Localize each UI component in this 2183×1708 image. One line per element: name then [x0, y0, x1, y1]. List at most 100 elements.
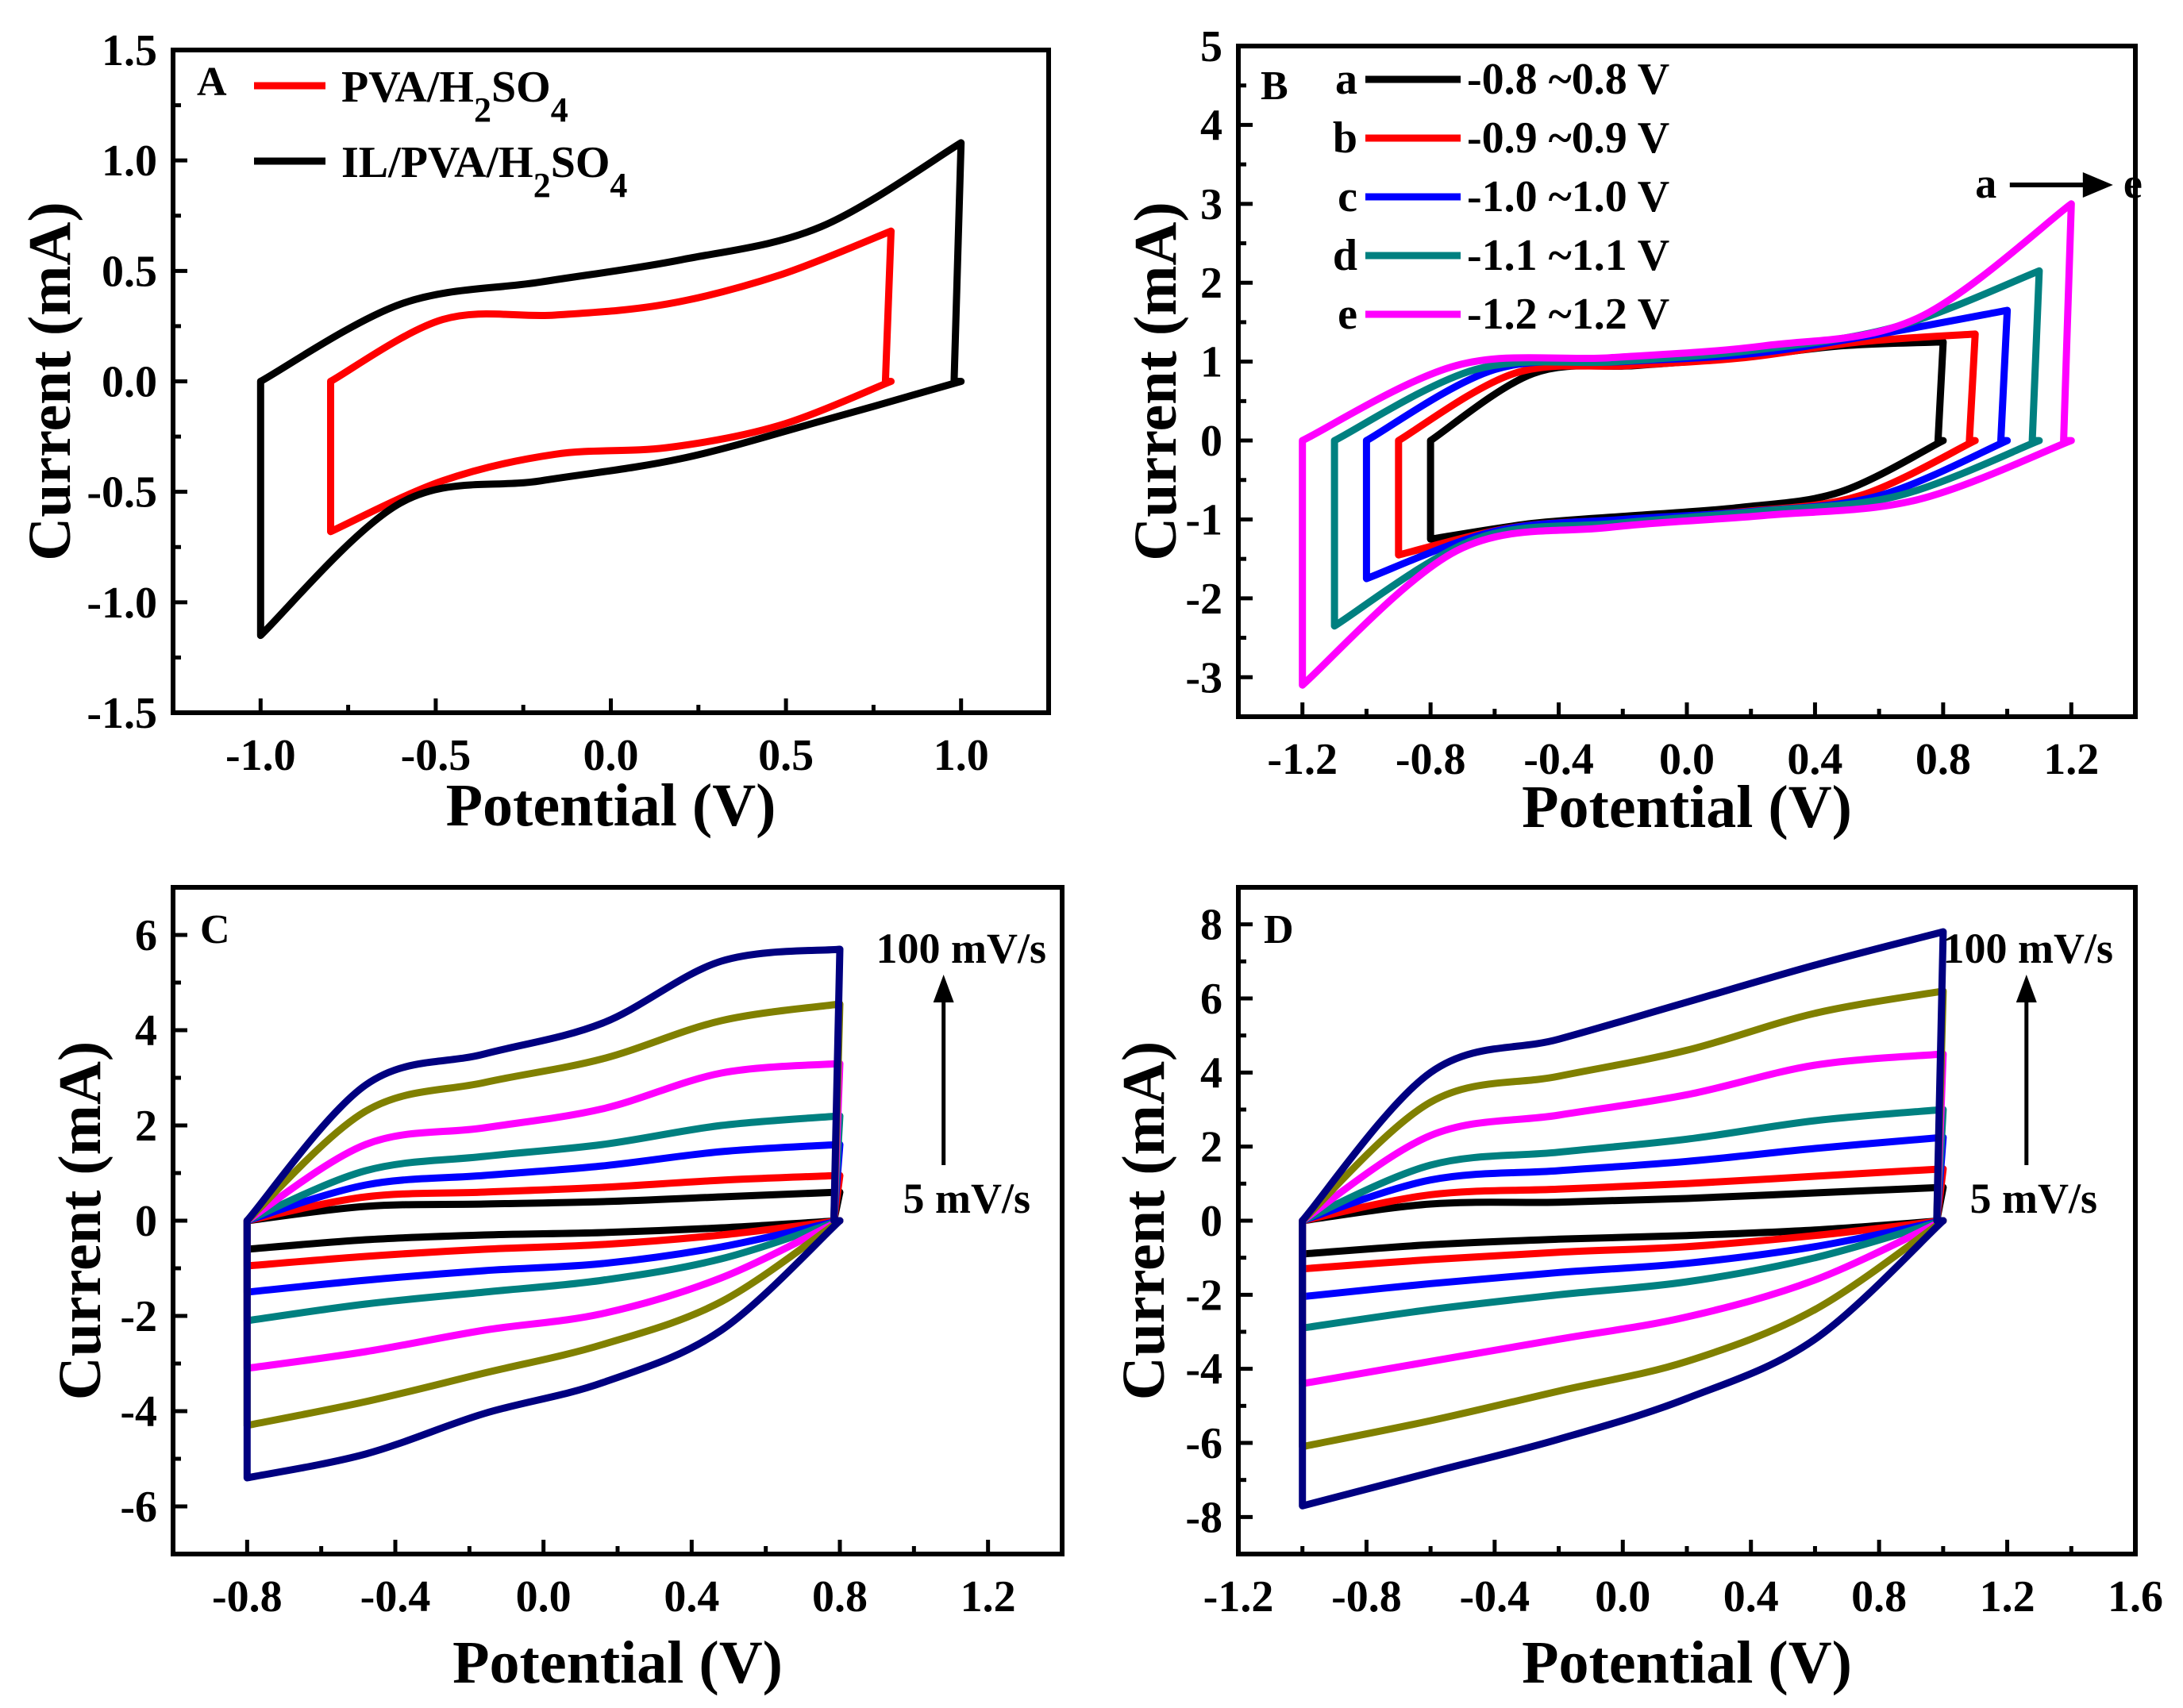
x-tick-label: 0.0 [583, 731, 639, 780]
legend-label: -1.2 ~1.2 V [1467, 290, 1669, 339]
x-tick-label: 0.0 [1659, 735, 1715, 784]
cv-curve-20-mv-s [1299, 1133, 1947, 1301]
y-tick-label: -4 [1185, 1345, 1222, 1394]
x-tick-label: 1.2 [1980, 1572, 2035, 1621]
panel-a: -1.0 -0.5 0.0 0.5 1.0 -1.5 -1.0 -0.5 0.0 0.5 1.0 1.… [17, 26, 1051, 839]
x-tick-label: 0.4 [664, 1572, 719, 1621]
y-tick-label: -1.0 [87, 579, 157, 628]
x-tick-label: 1.2 [2043, 735, 2099, 784]
x-tick-label: 0.5 [758, 731, 814, 780]
y-tick-label: 2 [1200, 1123, 1222, 1172]
legend-key: a [1335, 55, 1357, 104]
x-tick-label: 1.0 [934, 731, 989, 780]
y-tick-label: -1 [1185, 495, 1222, 544]
y-tick-label: -2 [1185, 575, 1222, 624]
cv-curve-e [1299, 200, 2075, 689]
annotation-arrow-head [2016, 975, 2037, 1002]
cv-curve-20-mv-s [243, 1141, 844, 1296]
annotation-top: 100 mV/s [876, 925, 1047, 972]
annotation-from: a [1975, 160, 1996, 207]
y-tick-label: 0.5 [102, 247, 157, 296]
y-axis-title: Current (mA) [1111, 1041, 1177, 1400]
cv-curve-pva-h2so4 [327, 227, 895, 536]
y-tick-label: 4 [135, 1006, 157, 1056]
legend-label: PVA/H2SO4 [341, 63, 568, 129]
x-tick-label: -0.4 [360, 1572, 431, 1621]
y-tick-label: 6 [1200, 975, 1222, 1024]
x-tick-label: 0.8 [1915, 735, 1971, 784]
legend-label: -1.0 ~1.0 V [1467, 172, 1669, 221]
x-tick-label: 0.8 [1851, 1572, 1907, 1621]
annotation-bottom: 5 mV/s [1970, 1175, 2098, 1222]
y-tick-label: 1.0 [102, 137, 157, 186]
x-axis-title: Potential (V) [452, 1629, 783, 1696]
cv-curve-100-mv-s [1299, 928, 1947, 1510]
annotation-arrow-head [2082, 172, 2113, 198]
y-axis-title: Current (mA) [17, 202, 83, 560]
x-tick-label: -0.8 [1396, 735, 1466, 784]
y-tick-label: 2 [1200, 259, 1222, 308]
x-tick-label: 1.2 [961, 1572, 1016, 1621]
y-tick-label: 6 [135, 911, 157, 960]
x-tick-label: 0.4 [1723, 1572, 1779, 1621]
x-tick-label: 0.0 [1595, 1572, 1650, 1621]
axes-frame [171, 48, 1051, 715]
cv-curve-il-pva-h2so4 [256, 139, 965, 640]
y-tick-label: -2 [120, 1292, 157, 1341]
y-tick-label: 8 [1200, 901, 1222, 950]
y-tick-label: 4 [1200, 101, 1222, 150]
y-tick-label: -4 [120, 1387, 157, 1437]
x-axis-title: Potential (V) [446, 772, 776, 839]
panel-letter: D [1264, 907, 1294, 952]
legend-key: c [1338, 172, 1357, 221]
x-axis-title: Potential (V) [1522, 1629, 1852, 1696]
y-tick-label: 0 [135, 1197, 157, 1246]
y-tick-label: 1 [1200, 338, 1222, 387]
x-axis-title: Potential (V) [1522, 774, 1852, 841]
y-tick-label: -3 [1185, 653, 1222, 702]
y-tick-label: -2 [1185, 1271, 1222, 1320]
annotation-bottom: 5 mV/s [903, 1175, 1031, 1222]
legend-key: b [1333, 113, 1357, 163]
x-tick-label: -0.5 [401, 731, 472, 780]
legend-label: -0.8 ~0.8 V [1467, 55, 1669, 104]
y-tick-label: 5 [1200, 22, 1222, 71]
cv-curve-d [1330, 267, 2043, 630]
y-tick-label: -0.5 [87, 468, 157, 517]
y-tick-label: 0.0 [102, 358, 157, 407]
cv-curve-100-mv-s [243, 945, 844, 1482]
panel-letter: C [200, 907, 230, 952]
y-tick-label: -8 [1185, 1493, 1222, 1542]
cv-curve-10-mv-s [1299, 1165, 1947, 1273]
x-tick-label: -0.8 [212, 1572, 283, 1621]
y-tick-label: -6 [120, 1483, 157, 1532]
legend-label: -0.9 ~0.9 V [1467, 113, 1669, 163]
panel-letter: B [1261, 63, 1288, 109]
legend-label: -1.1 ~1.1 V [1467, 231, 1669, 280]
y-tick-label: -6 [1185, 1419, 1222, 1468]
y-tick-label: 3 [1200, 180, 1222, 229]
panel-letter: A [197, 60, 227, 105]
legend-key: d [1333, 231, 1357, 280]
panel-b: -1.2 -0.8 -0.4 0.0 0.4 0.8 1.2 -3 -2 -1 0 1 2 3 4 5 Pote… [1122, 22, 2143, 841]
x-tick-label: -0.4 [1460, 1572, 1530, 1621]
x-tick-label: 1.6 [2108, 1572, 2163, 1621]
y-axis-title: Current (mA) [1122, 202, 1189, 560]
annotation-arrow-head [933, 975, 954, 1002]
y-tick-label: 0 [1200, 1197, 1222, 1246]
legend-label: IL/PVA/H2SO4 [341, 138, 627, 205]
panel-c: -0.8 -0.4 0.0 0.4 0.8 1.2 -6 -4 -2 0 2 4 6 Potential … [47, 885, 1065, 1696]
y-axis-title: Current (mA) [47, 1041, 114, 1400]
y-tick-label: 0 [1200, 417, 1222, 466]
x-tick-label: -1.2 [1203, 1572, 1274, 1621]
x-tick-label: -1.0 [225, 731, 296, 780]
y-tick-label: -1.5 [87, 689, 157, 738]
x-tick-label: -0.4 [1523, 735, 1594, 784]
y-tick-label: 1.5 [102, 26, 157, 75]
panel-d: -1.2 -0.8 -0.4 0.0 0.4 0.8 1.2 1.6 -8 -6 -4 -2 0 2 4 6 8… [1111, 885, 2163, 1696]
y-tick-label: 4 [1200, 1048, 1222, 1098]
y-tick-label: 2 [135, 1102, 157, 1151]
x-tick-label: -1.2 [1267, 735, 1338, 784]
x-tick-label: 0.8 [812, 1572, 868, 1621]
